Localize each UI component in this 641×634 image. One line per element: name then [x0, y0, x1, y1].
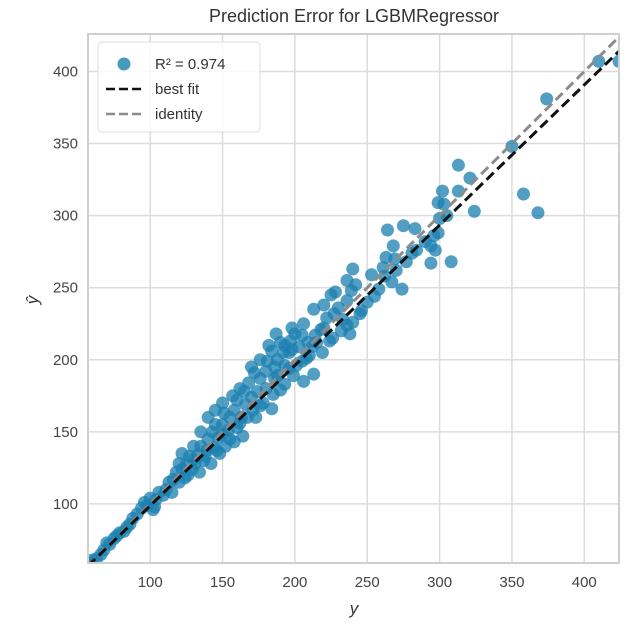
data-point — [444, 255, 458, 269]
chart-title: Prediction Error for LGBMRegressor — [209, 6, 499, 26]
data-point — [428, 243, 442, 257]
data-point — [315, 346, 329, 360]
plot-frame — [87, 33, 620, 564]
data-point — [265, 402, 279, 416]
data-point — [467, 204, 481, 218]
data-point — [379, 250, 393, 264]
x-axis-label: y — [349, 599, 360, 618]
y-tick-label: 350 — [53, 136, 78, 153]
data-point — [435, 184, 449, 198]
legend-r2-label: R² = 0.974 — [155, 56, 225, 73]
scatter-points — [88, 54, 619, 563]
x-tick-label: 300 — [427, 574, 452, 591]
data-point — [343, 327, 357, 341]
legend-marker-icon — [117, 57, 131, 71]
data-point — [517, 187, 531, 201]
y-tick-label: 300 — [53, 208, 78, 225]
data-point — [223, 432, 237, 446]
reference-lines — [88, 35, 619, 563]
data-point — [299, 351, 313, 365]
data-point — [389, 263, 403, 277]
x-tick-label: 200 — [282, 574, 307, 591]
data-point — [233, 416, 247, 430]
x-tick-labels: 100 150 200 250 300 350 400 — [138, 574, 597, 591]
x-tick-label: 350 — [499, 574, 524, 591]
data-point — [297, 317, 311, 331]
data-point — [262, 338, 276, 352]
data-point — [372, 282, 386, 296]
data-point — [437, 197, 451, 211]
data-point — [244, 360, 258, 374]
x-tick-label: 400 — [572, 574, 597, 591]
data-point — [424, 256, 438, 270]
data-point — [286, 369, 300, 383]
data-point — [314, 322, 328, 336]
data-point — [192, 465, 206, 479]
y-tick-label: 400 — [53, 63, 78, 80]
data-point — [278, 338, 292, 352]
data-point — [326, 331, 340, 345]
data-point — [233, 382, 247, 396]
legend: R² = 0.974 best fit identity — [97, 41, 261, 133]
data-point — [346, 315, 360, 329]
data-point — [427, 229, 441, 243]
data-point — [505, 139, 519, 153]
data-point — [612, 54, 619, 68]
data-point — [346, 262, 360, 276]
legend-box — [97, 41, 261, 133]
data-point — [381, 223, 395, 237]
data-point — [187, 439, 201, 453]
data-point — [320, 311, 334, 325]
data-point — [386, 239, 400, 253]
data-point — [328, 285, 342, 299]
data-point — [175, 446, 189, 460]
data-point — [592, 54, 606, 68]
data-point — [408, 222, 422, 236]
data-point — [194, 425, 208, 439]
legend-best-fit-label: best fit — [155, 81, 200, 98]
x-tick-label: 100 — [138, 574, 163, 591]
data-point — [181, 468, 195, 482]
data-point — [292, 340, 306, 354]
data-point — [344, 284, 358, 298]
y-axis-label: ŷ — [23, 294, 42, 305]
y-tick-label: 100 — [53, 496, 78, 513]
data-point — [340, 273, 354, 287]
data-point — [210, 444, 224, 458]
identity-line — [88, 35, 619, 563]
x-tick-label: 250 — [355, 574, 380, 591]
data-point — [396, 219, 410, 233]
data-point — [269, 327, 283, 341]
data-point — [365, 268, 379, 282]
y-tick-label: 250 — [53, 280, 78, 297]
data-point — [285, 321, 299, 335]
best-fit-line — [88, 50, 619, 563]
data-point — [307, 302, 321, 316]
legend-identity-label: identity — [155, 106, 203, 123]
data-point — [249, 410, 263, 424]
data-point — [278, 359, 292, 373]
data-point — [317, 298, 331, 312]
data-point — [297, 374, 311, 388]
data-point — [340, 294, 354, 308]
data-point — [409, 243, 423, 257]
data-point — [307, 367, 321, 381]
data-point — [216, 396, 230, 410]
data-point — [146, 503, 160, 517]
data-point — [253, 353, 267, 367]
y-tick-labels: 100 150 200 250 300 350 400 — [53, 63, 78, 512]
data-point — [273, 383, 287, 397]
x-tick-label: 150 — [210, 574, 235, 591]
y-tick-label: 150 — [53, 424, 78, 441]
y-tick-label: 200 — [53, 352, 78, 369]
data-point — [451, 158, 465, 172]
data-point — [239, 397, 253, 411]
data-point — [204, 457, 218, 471]
data-point — [395, 282, 409, 296]
data-point — [540, 92, 554, 106]
data-point — [531, 206, 545, 220]
